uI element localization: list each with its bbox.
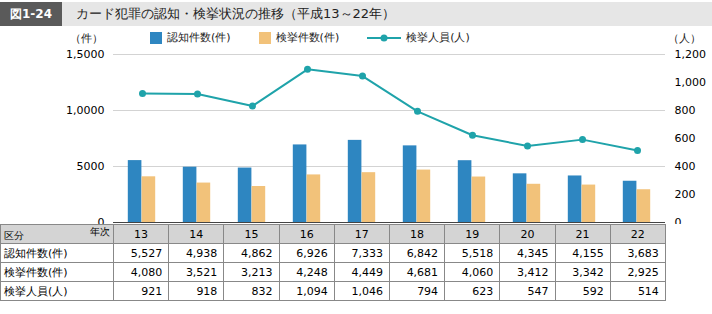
html-text:18: 18 xyxy=(410,227,424,241)
svg-text:1,5000: 1,5000 xyxy=(66,48,105,61)
html-text:4,938: 4,938 xyxy=(185,246,218,260)
html-text:検挙件数(件): 検挙件数(件) xyxy=(275,31,340,44)
html-text:832: 832 xyxy=(251,284,273,298)
html-text:3,213: 3,213 xyxy=(241,265,273,279)
svg-text:0: 0 xyxy=(675,216,682,224)
html-text:認知件数(件): 認知件数(件) xyxy=(167,31,231,44)
html-text:3,342: 3,342 xyxy=(572,265,604,279)
html-text:（件）: （件） xyxy=(70,32,103,45)
html-text:17: 17 xyxy=(354,227,369,241)
svg-text:400: 400 xyxy=(675,160,696,173)
html-text:3,412: 3,412 xyxy=(517,265,549,279)
html-text:7,333: 7,333 xyxy=(351,246,383,260)
svg-text:600: 600 xyxy=(675,132,696,145)
html-text:921: 921 xyxy=(141,284,163,298)
svg-text:5000: 5000 xyxy=(77,160,105,173)
html-text:5,527: 5,527 xyxy=(130,246,163,260)
html-text:20: 20 xyxy=(520,227,535,241)
html-text:4,080: 4,080 xyxy=(130,265,163,279)
html-text:認知件数(件): 認知件数(件) xyxy=(4,246,68,260)
html-text:4,862: 4,862 xyxy=(241,246,273,260)
html-text:検挙人員(人): 検挙人員(人) xyxy=(4,284,68,298)
html-text:4,345: 4,345 xyxy=(517,246,549,260)
svg-text:1,200: 1,200 xyxy=(675,48,707,61)
html-text:794: 794 xyxy=(417,284,439,298)
html-text:（人）: （人） xyxy=(668,32,701,45)
html-text:図1-24: 図1-24 xyxy=(10,7,52,21)
html-text:1,094: 1,094 xyxy=(296,284,328,298)
html-text:3,683: 3,683 xyxy=(627,246,659,260)
html-text:5,518: 5,518 xyxy=(461,246,494,260)
svg-text:1,000: 1,000 xyxy=(675,76,707,89)
html-text:547: 547 xyxy=(527,284,549,298)
html-text:検挙件数(件): 検挙件数(件) xyxy=(4,265,68,279)
html-text:区分: 区分 xyxy=(4,230,24,241)
svg-text:200: 200 xyxy=(675,188,696,201)
html-text:21: 21 xyxy=(575,227,590,241)
html-text:22: 22 xyxy=(630,227,645,241)
html-text:3,521: 3,521 xyxy=(185,265,218,279)
html-text:623: 623 xyxy=(472,284,494,298)
html-text:検挙人員(人): 検挙人員(人) xyxy=(406,31,470,44)
html-text:4,155: 4,155 xyxy=(572,246,604,260)
html-text:年次: 年次 xyxy=(90,226,110,237)
html-text:918: 918 xyxy=(196,284,218,298)
html-text:4,449: 4,449 xyxy=(351,265,383,279)
html-text:19: 19 xyxy=(465,227,480,241)
svg-text:0: 0 xyxy=(98,216,105,224)
svg-text:800: 800 xyxy=(675,104,696,117)
html-text:6,842: 6,842 xyxy=(406,246,439,260)
svg-text:1,0000: 1,0000 xyxy=(66,104,105,117)
html-text:4,248: 4,248 xyxy=(296,265,328,279)
html-text:592: 592 xyxy=(582,284,604,298)
html-text:13: 13 xyxy=(134,227,149,241)
html-text:6,926: 6,926 xyxy=(296,246,328,260)
html-text:14: 14 xyxy=(189,227,204,241)
html-text:15: 15 xyxy=(244,227,259,241)
html-text:1,046: 1,046 xyxy=(351,284,383,298)
html-text:4,681: 4,681 xyxy=(406,265,439,279)
html-text:4,060: 4,060 xyxy=(461,265,494,279)
html-text:514: 514 xyxy=(637,284,659,298)
html-text:2,925: 2,925 xyxy=(627,265,659,279)
html-text:カード犯罪の認知・検挙状況の推移（平成13～22年）: カード犯罪の認知・検挙状況の推移（平成13～22年） xyxy=(76,6,396,21)
html-text:16: 16 xyxy=(299,227,314,241)
